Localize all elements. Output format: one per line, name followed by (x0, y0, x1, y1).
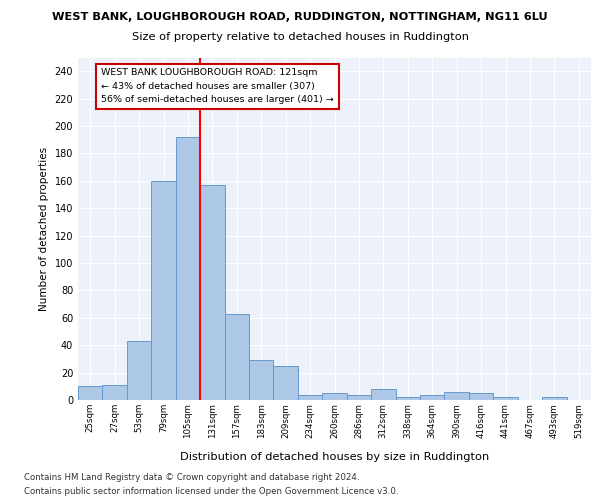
Bar (395, 398, 420, 400)
Bar (469, 393, 493, 400)
Y-axis label: Number of detached properties: Number of detached properties (39, 146, 49, 311)
Bar (103, 385, 127, 400)
Bar (127, 341, 151, 400)
Bar (298, 394, 322, 400)
Bar (322, 393, 347, 400)
Bar (274, 366, 298, 400)
Bar (78, 386, 103, 400)
Text: WEST BANK LOUGHBOROUGH ROAD: 121sqm
← 43% of detached houses are smaller (307)
5: WEST BANK LOUGHBOROUGH ROAD: 121sqm ← 43… (101, 68, 334, 104)
Bar (445, 392, 469, 400)
X-axis label: Distribution of detached houses by size in Ruddington: Distribution of detached houses by size … (180, 452, 489, 462)
Bar (224, 314, 249, 400)
Text: WEST BANK, LOUGHBOROUGH ROAD, RUDDINGTON, NOTTINGHAM, NG11 6LU: WEST BANK, LOUGHBOROUGH ROAD, RUDDINGTON… (52, 12, 548, 22)
Text: Size of property relative to detached houses in Ruddington: Size of property relative to detached ho… (131, 32, 469, 42)
Bar (371, 389, 395, 400)
Bar (542, 398, 566, 400)
Text: Contains public sector information licensed under the Open Government Licence v3: Contains public sector information licen… (24, 488, 398, 496)
Bar (249, 360, 274, 400)
Bar (347, 394, 371, 400)
Bar (176, 137, 200, 400)
Bar (200, 185, 224, 400)
Text: Contains HM Land Registry data © Crown copyright and database right 2024.: Contains HM Land Registry data © Crown c… (24, 472, 359, 482)
Bar (151, 181, 176, 400)
Bar (420, 394, 445, 400)
Bar (493, 398, 518, 400)
